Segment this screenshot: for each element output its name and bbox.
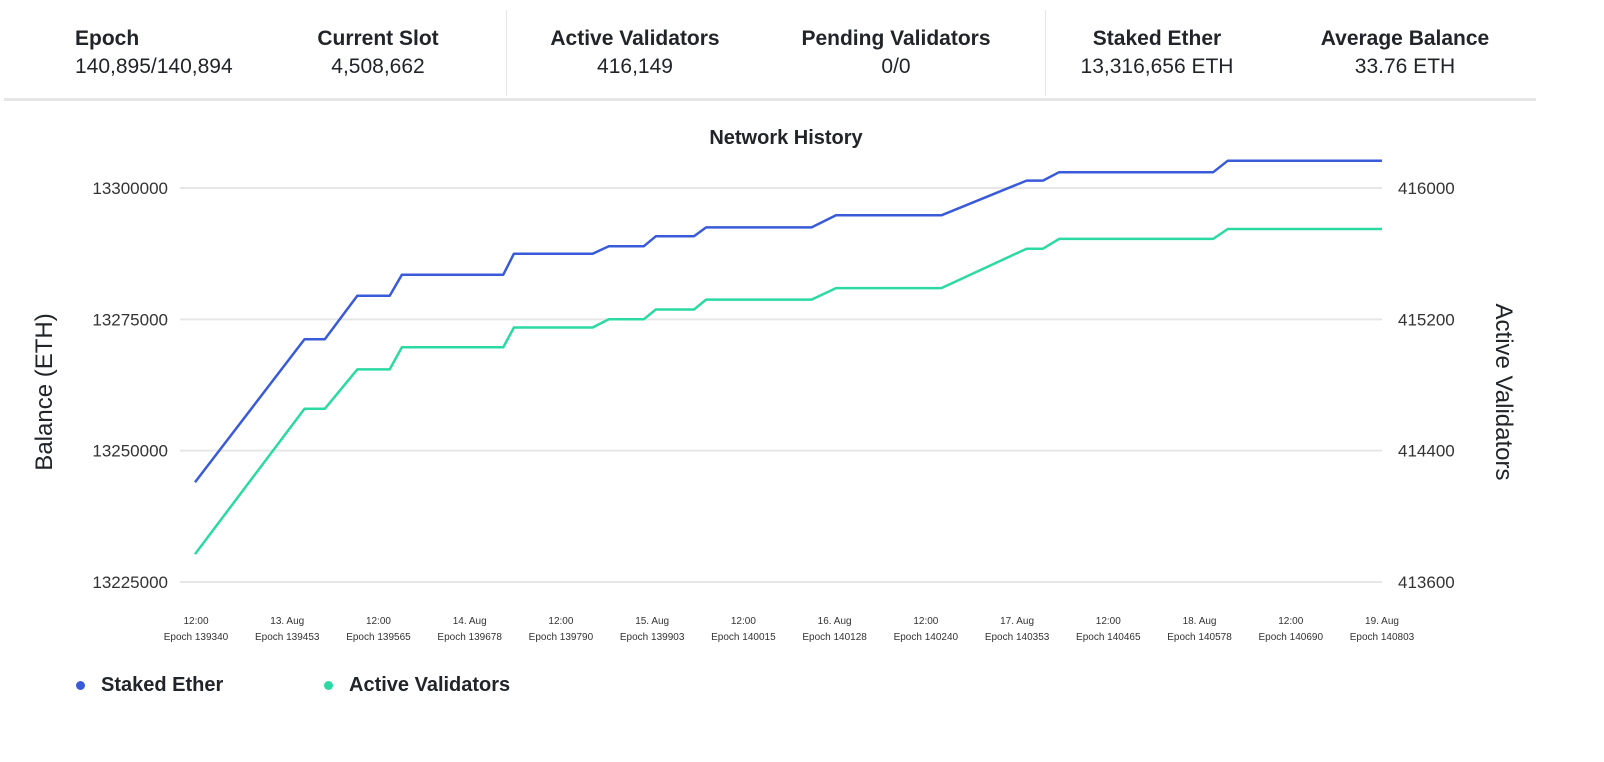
- legend-label: Active Validators: [349, 674, 511, 696]
- x-tick-label: 12:00: [548, 616, 573, 627]
- legend-item-staked-ether[interactable]: Staked Ether: [76, 674, 223, 697]
- stat-pending-validators-label: Pending Validators: [801, 27, 991, 50]
- legend-dot-icon: [76, 681, 85, 690]
- x-tick-label: Epoch 139565: [346, 632, 411, 643]
- x-tick-label: Epoch 140128: [802, 632, 867, 643]
- y-tick-label-left: 13275000: [92, 310, 168, 329]
- network-history-chart: Network History Balance (ETH) Active Val…: [31, 127, 1517, 643]
- stats-divider: [1045, 10, 1046, 96]
- series-line-staked-ether: [194, 159, 1382, 483]
- y-tick-label-left: 13225000: [92, 573, 168, 592]
- network-stats-bar: Epoch 140,895/140,894 Current Slot 4,508…: [0, 0, 1604, 101]
- y-tick-label-left: 13300000: [92, 179, 168, 198]
- stat-staked-ether-value: 13,316,656 ETH: [1080, 55, 1234, 78]
- stat-average-balance-label: Average Balance: [1320, 27, 1490, 50]
- stat-staked-ether-label: Staked Ether: [1092, 27, 1222, 50]
- x-tick-label: Epoch 140465: [1076, 632, 1141, 643]
- x-tick-label: Epoch 139340: [164, 632, 229, 643]
- chart-title: Network History: [709, 127, 863, 149]
- legend-label: Staked Ether: [101, 674, 224, 696]
- y-axis-right-label: Active Validators: [1490, 304, 1517, 481]
- y-tick-label-right: 413600: [1398, 573, 1455, 592]
- x-tick-label: 14. Aug: [453, 616, 487, 627]
- y-axis-left-label: Balance (ETH): [31, 313, 58, 470]
- x-tick-label: 12:00: [366, 616, 391, 627]
- stat-active-validators: Active Validators 416,149: [534, 26, 736, 82]
- x-tick-label: 15. Aug: [635, 616, 669, 627]
- x-tick-label: Epoch 140353: [985, 632, 1050, 643]
- y-axis-left-ticks: 13300000 13275000 13250000 13225000: [92, 179, 168, 592]
- stats-bottom-border: [4, 98, 1536, 101]
- x-tick-label: Epoch 139678: [437, 632, 502, 643]
- x-tick-label: Epoch 140015: [711, 632, 776, 643]
- y-tick-label-right: 416000: [1398, 179, 1455, 198]
- x-tick-label: 18. Aug: [1183, 616, 1217, 627]
- stat-pending-validators: Pending Validators 0/0: [786, 26, 1006, 82]
- stat-average-balance-value: 33.76 ETH: [1354, 55, 1456, 78]
- stats-divider: [506, 10, 507, 96]
- legend-item-active-validators[interactable]: Active Validators: [324, 674, 510, 697]
- chart-gridlines: [180, 187, 1382, 583]
- x-tick-label: Epoch 140690: [1259, 632, 1324, 643]
- series-line-active-validators: [194, 227, 1382, 555]
- stat-current-slot: Current Slot 4,508,662: [310, 26, 446, 82]
- chart-series: [194, 159, 1382, 555]
- x-tick-label: 16. Aug: [818, 616, 852, 627]
- x-tick-label: Epoch 140240: [894, 632, 959, 643]
- x-tick-label: 13. Aug: [270, 616, 304, 627]
- x-tick-label: 12:00: [913, 616, 938, 627]
- stat-current-slot-value: 4,508,662: [331, 55, 425, 78]
- y-tick-label-right: 414400: [1398, 442, 1455, 461]
- legend-dot-icon: [324, 681, 333, 690]
- x-tick-label: Epoch 139453: [255, 632, 320, 643]
- stat-epoch-label: Epoch: [75, 27, 140, 50]
- y-tick-label-right: 415200: [1398, 310, 1455, 329]
- stat-staked-ether: Staked Ether 13,316,656 ETH: [1068, 26, 1246, 82]
- y-tick-label-left: 13250000: [92, 442, 168, 461]
- x-tick-label: 17. Aug: [1000, 616, 1034, 627]
- y-axis-right-ticks: 416000 415200 414400 413600: [1398, 179, 1455, 592]
- x-tick-label: Epoch 140578: [1167, 632, 1232, 643]
- x-tick-label: 12:00: [183, 616, 208, 627]
- stat-pending-validators-value: 0/0: [881, 55, 911, 78]
- stat-epoch-value: 140,895/140,894: [75, 55, 233, 78]
- stat-active-validators-value: 416,149: [597, 55, 673, 78]
- stat-active-validators-label: Active Validators: [550, 27, 720, 50]
- x-axis-ticks: 12:00 Epoch 139340 13. Aug Epoch 139453 12:0…: [164, 616, 1415, 643]
- stat-epoch: Epoch 140,895/140,894: [75, 26, 233, 82]
- x-tick-label: 19. Aug: [1365, 616, 1399, 627]
- x-tick-label: 12:00: [731, 616, 756, 627]
- x-tick-label: Epoch 139790: [529, 632, 594, 643]
- stat-current-slot-label: Current Slot: [317, 27, 439, 50]
- x-tick-label: Epoch 140803: [1350, 632, 1415, 643]
- x-tick-label: Epoch 139903: [620, 632, 685, 643]
- x-tick-label: 12:00: [1278, 616, 1303, 627]
- x-tick-label: 12:00: [1096, 616, 1121, 627]
- stat-average-balance: Average Balance 33.76 ETH: [1306, 26, 1504, 82]
